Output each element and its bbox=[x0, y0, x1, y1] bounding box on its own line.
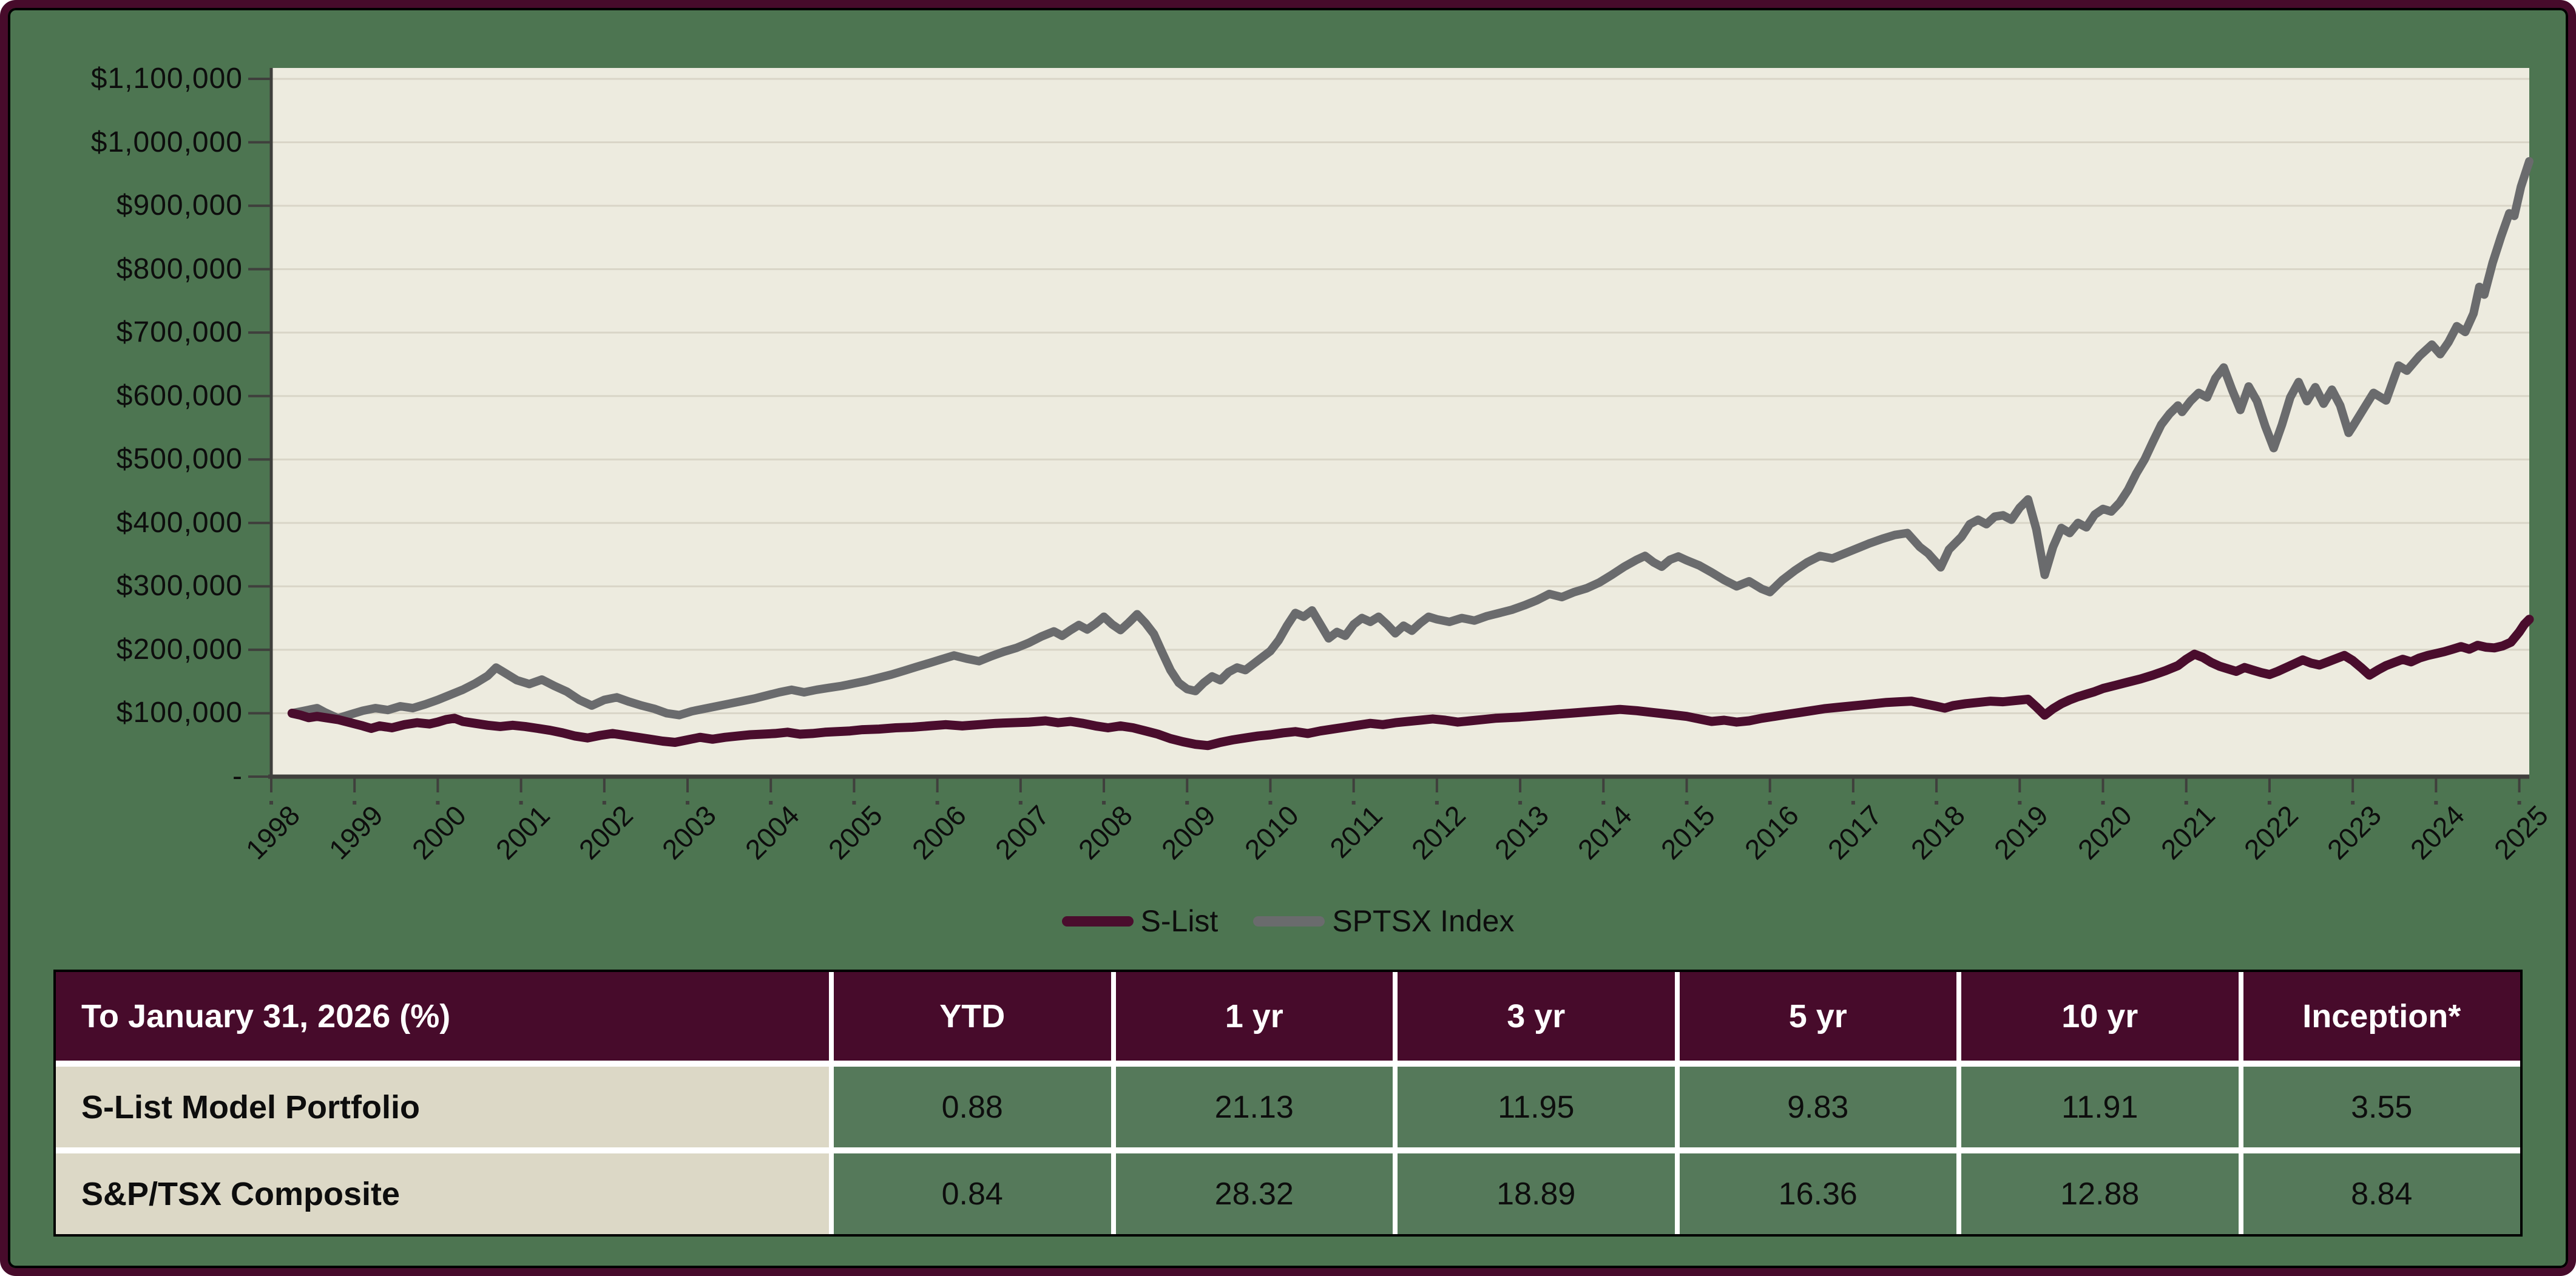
x-tick-dot bbox=[2351, 801, 2355, 805]
y-axis-tick-label: $700,000 bbox=[116, 316, 243, 349]
table-header-5yr: 5 yr bbox=[1679, 972, 1956, 1061]
x-tick-dot bbox=[1685, 801, 1689, 805]
legend-item-sptsx: SPTSX Index bbox=[1253, 903, 1514, 939]
x-tick-dot bbox=[935, 801, 939, 805]
table-header-period: To January 31, 2026 (%) bbox=[56, 972, 829, 1061]
y-axis-tick-label: $500,000 bbox=[116, 443, 243, 476]
x-tick-dot bbox=[2434, 801, 2438, 805]
sptsx-inception: 8.84 bbox=[2243, 1153, 2520, 1234]
y-axis-labels: - $100,000 $200,000 $300,000 $400,000 $500,00… bbox=[29, 0, 243, 849]
x-tick-dot bbox=[519, 801, 523, 805]
y-axis-tick-label: $800,000 bbox=[116, 252, 243, 285]
table-row-slist: S-List Model Portfolio 0.88 21.13 11.95 … bbox=[56, 1067, 2520, 1147]
table-header-3yr: 3 yr bbox=[1398, 972, 1675, 1061]
legend-label-slist: S-List bbox=[1140, 904, 1219, 938]
slist-line-swatch-icon bbox=[1061, 916, 1134, 927]
x-tick-dot bbox=[1851, 801, 1855, 805]
y-axis-tick-label: $300,000 bbox=[116, 570, 243, 603]
x-tick-dot bbox=[769, 801, 773, 805]
y-axis-tick-label: $200,000 bbox=[116, 633, 243, 666]
sptsx-5yr: 16.36 bbox=[1679, 1153, 1956, 1234]
y-axis-tick-label: $1,100,000 bbox=[90, 62, 243, 95]
slist-inception: 3.55 bbox=[2243, 1067, 2520, 1147]
table-header-10yr: 10 yr bbox=[1961, 972, 2239, 1061]
x-tick-dot bbox=[1018, 801, 1023, 805]
x-tick-dot bbox=[2101, 801, 2105, 805]
x-tick-dot bbox=[1435, 801, 1439, 805]
slist-1yr: 21.13 bbox=[1115, 1067, 1393, 1147]
x-tick-dot bbox=[852, 801, 856, 805]
x-tick-dot bbox=[353, 801, 357, 805]
y-axis-tick-label: - bbox=[232, 760, 243, 792]
row-label-slist: S-List Model Portfolio bbox=[56, 1067, 829, 1147]
y-axis-tick-label: $400,000 bbox=[116, 506, 243, 539]
x-tick-dot bbox=[269, 801, 273, 805]
x-tick-dot bbox=[602, 801, 606, 805]
slist-3yr: 11.95 bbox=[1398, 1067, 1675, 1147]
sptsx-line-swatch-icon bbox=[1253, 916, 1325, 927]
sptsx-10yr: 12.88 bbox=[1961, 1153, 2239, 1234]
x-tick-dot bbox=[1518, 801, 1523, 805]
chart-legend: S-List SPTSX Index bbox=[0, 897, 2576, 945]
x-tick-dot bbox=[2184, 801, 2188, 805]
y-axis-tick-label: $900,000 bbox=[116, 189, 243, 222]
x-tick-dot bbox=[2267, 801, 2271, 805]
x-tick-dot bbox=[1102, 801, 1106, 805]
table-header-inception: Inception* bbox=[2243, 972, 2520, 1061]
slist-ytd: 0.88 bbox=[834, 1067, 1111, 1147]
table-header-ytd: YTD bbox=[834, 972, 1111, 1061]
y-axis-tick-label: $600,000 bbox=[116, 379, 243, 412]
table-header-1yr: 1 yr bbox=[1115, 972, 1393, 1061]
x-tick-dot bbox=[1268, 801, 1273, 805]
growth-line-chart bbox=[248, 68, 2534, 805]
table-header-row: To January 31, 2026 (%) YTD 1 yr 3 yr 5 … bbox=[56, 972, 2520, 1061]
series-SPTSX Index bbox=[288, 157, 2534, 723]
series-S-List bbox=[287, 615, 2534, 751]
x-tick-dot bbox=[1935, 801, 1939, 805]
x-tick-dot bbox=[1601, 801, 1606, 805]
x-tick-dot bbox=[2018, 801, 2022, 805]
legend-item-slist: S-List bbox=[1061, 903, 1219, 939]
sptsx-ytd: 0.84 bbox=[834, 1153, 1111, 1234]
performance-table: To January 31, 2026 (%) YTD 1 yr 3 yr 5 … bbox=[53, 970, 2523, 1237]
chart-plot-area bbox=[248, 68, 2534, 805]
x-tick-dot bbox=[2517, 801, 2521, 805]
row-label-sptsx: S&P/TSX Composite bbox=[56, 1153, 829, 1234]
slist-5yr: 9.83 bbox=[1679, 1067, 1956, 1147]
x-tick-dot bbox=[1768, 801, 1772, 805]
sptsx-1yr: 28.32 bbox=[1115, 1153, 1393, 1234]
x-tick-dot bbox=[686, 801, 690, 805]
table-row-sptsx: S&P/TSX Composite 0.84 28.32 18.89 16.36… bbox=[56, 1153, 2520, 1234]
x-tick-dot bbox=[436, 801, 440, 805]
y-axis-tick-label: $1,000,000 bbox=[90, 126, 243, 158]
legend-label-sptsx: SPTSX Index bbox=[1332, 904, 1515, 938]
plot-background bbox=[271, 68, 2529, 777]
slist-10yr: 11.91 bbox=[1961, 1067, 2239, 1147]
sptsx-3yr: 18.89 bbox=[1398, 1153, 1675, 1234]
x-tick-dot bbox=[1185, 801, 1189, 805]
x-tick-dot bbox=[1351, 801, 1356, 805]
y-axis-tick-label: $100,000 bbox=[116, 697, 243, 729]
